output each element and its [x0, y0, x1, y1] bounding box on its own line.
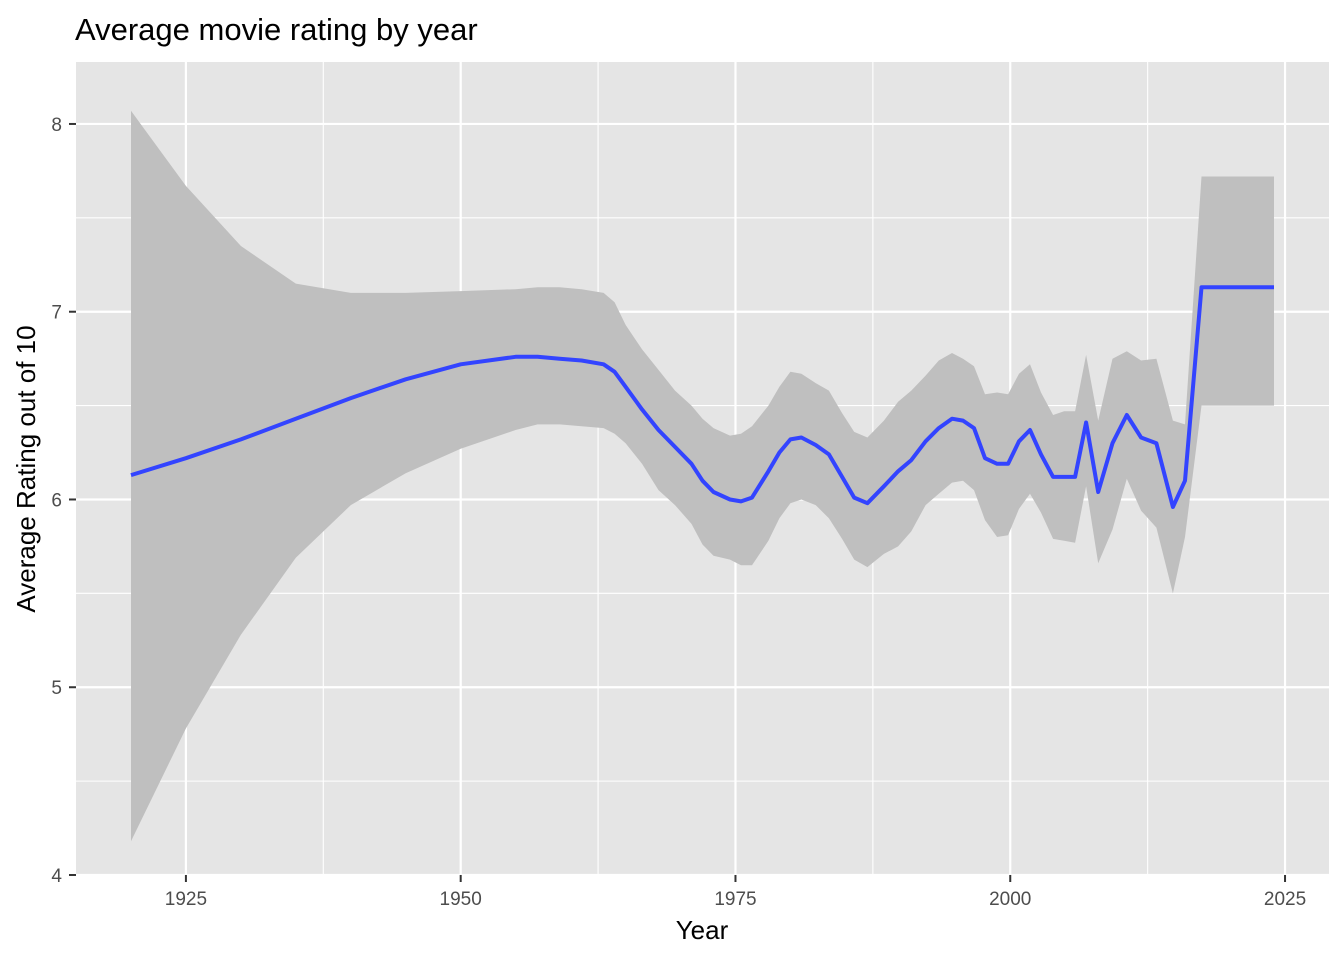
x-axis-title: Year — [676, 915, 729, 945]
x-tick-label: 2000 — [989, 889, 1031, 910]
chart-title: Average movie rating by year — [75, 12, 478, 47]
y-axis: 4 5 6 7 8 — [51, 115, 76, 887]
y-axis-title: Average Rating out of 10 — [11, 325, 41, 612]
y-tick-label: 8 — [51, 115, 62, 136]
confidence-band — [131, 110, 1274, 842]
x-tick-label: 1925 — [165, 889, 207, 910]
y-tick-label: 6 — [51, 490, 62, 511]
x-tick-label: 1950 — [440, 889, 482, 910]
y-tick-label: 7 — [51, 303, 62, 324]
x-tick-label: 2025 — [1264, 889, 1306, 910]
rating-trend-line — [130, 285, 1274, 509]
y-tick-label: 4 — [51, 866, 62, 887]
x-axis: 1925 1950 1975 2000 2025 — [165, 875, 1306, 910]
y-tick-label: 5 — [51, 678, 62, 699]
x-tick-label: 1975 — [714, 889, 756, 910]
